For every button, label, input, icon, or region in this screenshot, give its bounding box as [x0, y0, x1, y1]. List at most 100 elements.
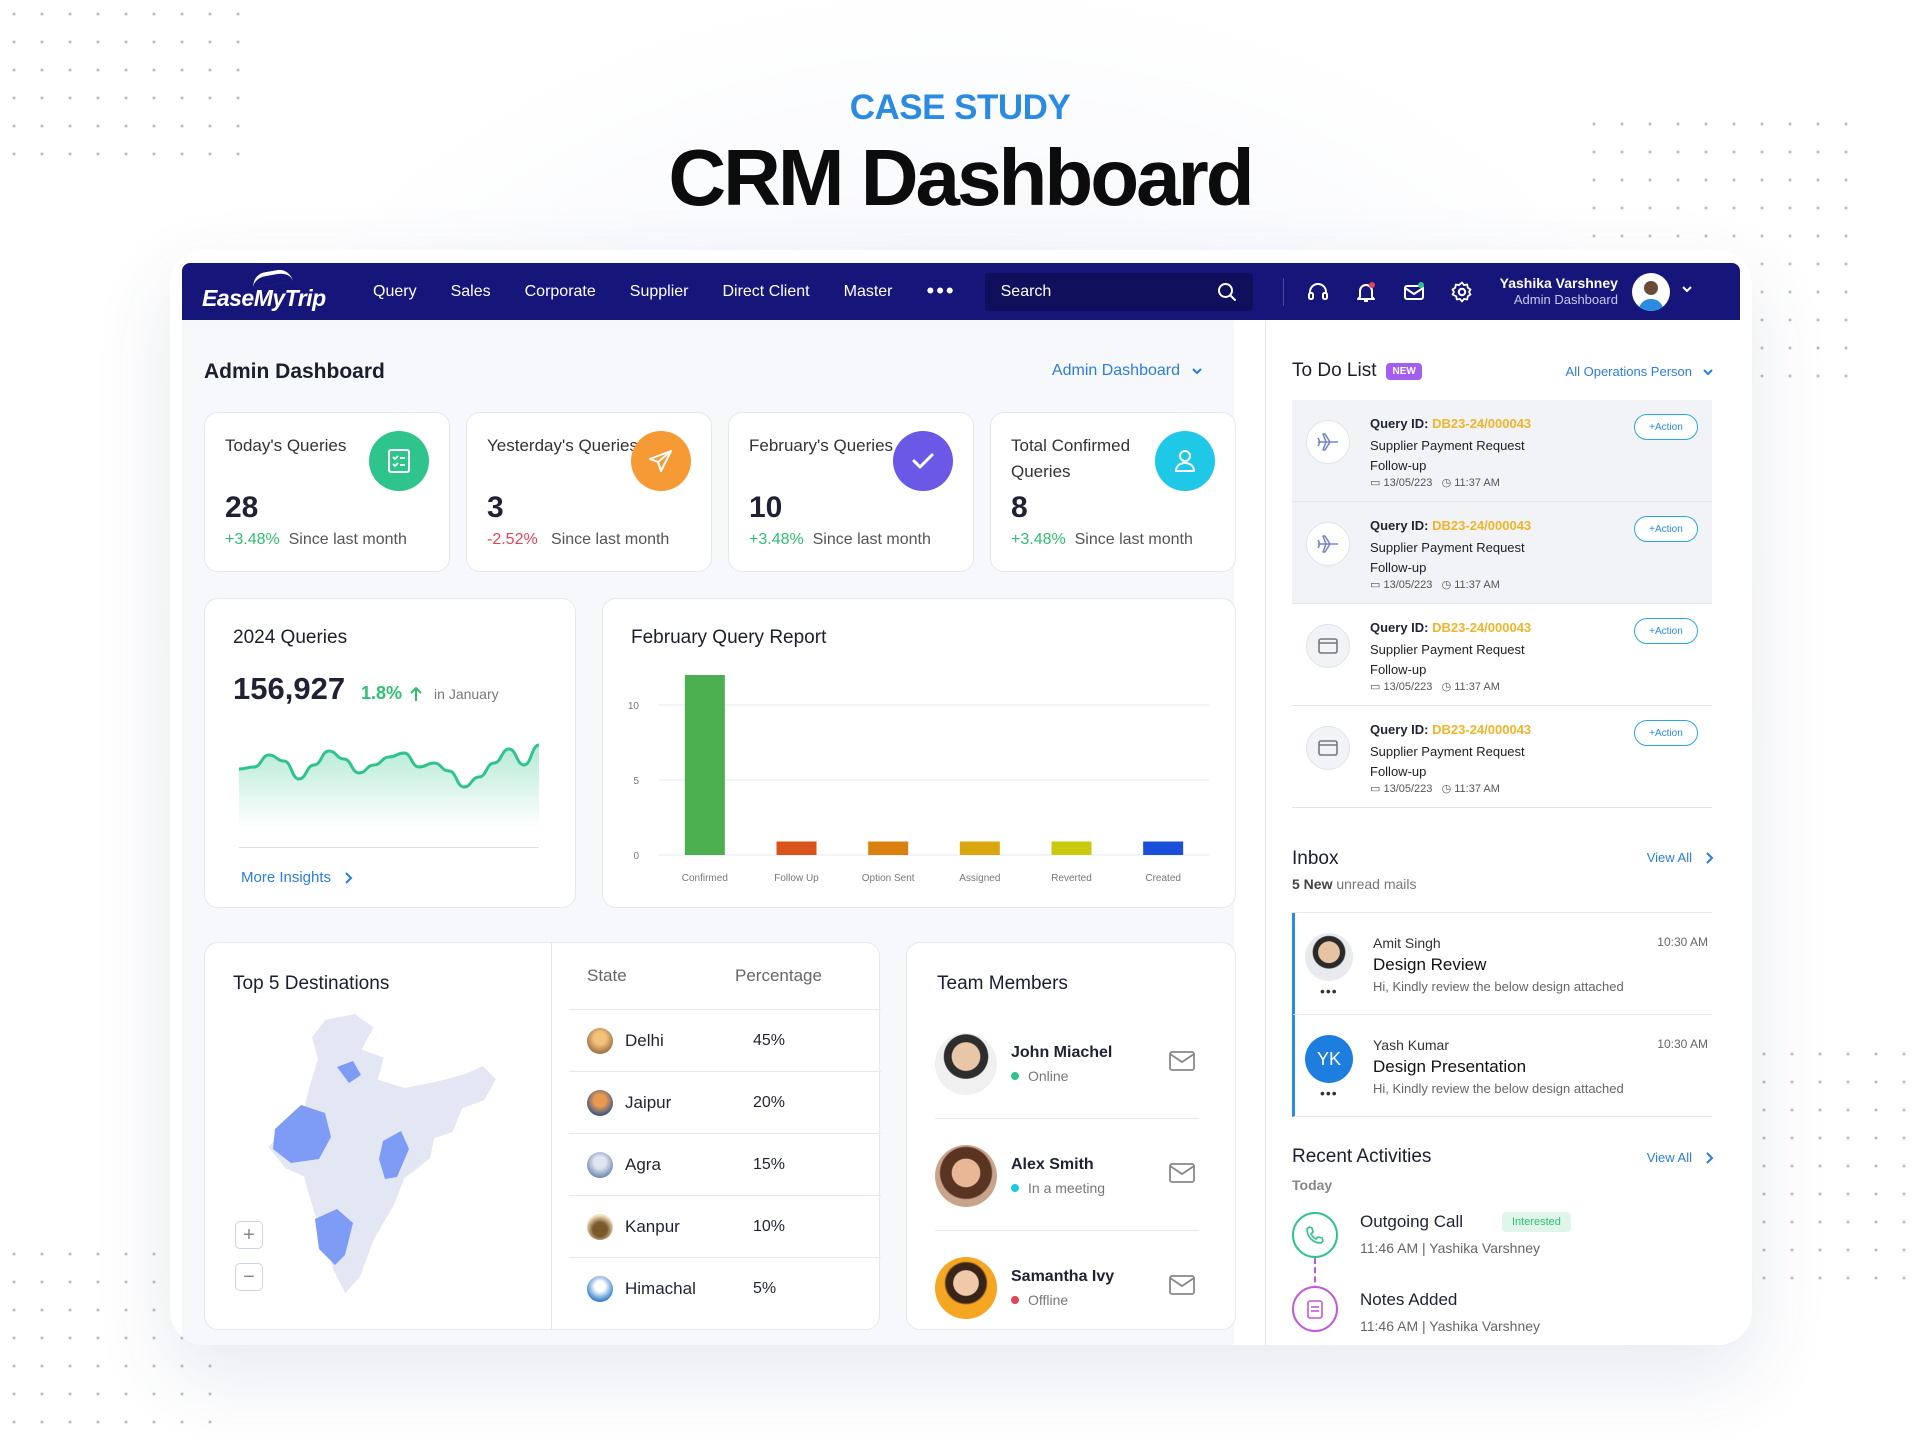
inbox-view-all[interactable]: View All [1647, 850, 1714, 865]
avatar [935, 1144, 997, 1207]
more-menu-icon[interactable]: ••• [926, 277, 956, 303]
headset-icon[interactable] [1294, 272, 1342, 312]
inbox-new-text: unread mails [1336, 876, 1417, 892]
easemytrip-logo[interactable]: EaseMyTrip [202, 267, 332, 313]
top-navbar: EaseMyTrip Query Sales Corporate Supplie… [182, 263, 1740, 320]
table-row[interactable]: Agra 15% [569, 1133, 881, 1195]
check-icon [893, 431, 953, 491]
nav-item-master[interactable]: Master [843, 282, 893, 300]
y-tick-label: 0 [633, 851, 639, 862]
todo-item[interactable]: Query ID: DB23-24/000043 Supplier Paymen… [1292, 706, 1712, 808]
todo-time: 11:37 AM [1454, 579, 1500, 591]
stat-change: +3.48% [225, 531, 280, 548]
hero-heading: CASE STUDY CRM Dashboard [0, 88, 1920, 224]
zoom-out-button[interactable]: − [235, 1263, 263, 1291]
kanpur-icon [587, 1213, 613, 1240]
todo-query: Query ID: DB23-24/000043 [1370, 416, 1531, 431]
view-all-label: View All [1646, 1150, 1692, 1165]
mail-icon[interactable] [1169, 1275, 1195, 1295]
nav-item-query[interactable]: Query [373, 282, 417, 300]
mail-icon[interactable] [1169, 1163, 1195, 1183]
query-id: DB23-24/000043 [1432, 416, 1532, 431]
chevron-down-icon[interactable] [1680, 282, 1694, 301]
query-id: DB23-24/000043 [1432, 722, 1532, 737]
operations-filter[interactable]: All Operations Person [1566, 364, 1714, 379]
checklist-icon [369, 431, 429, 491]
avatar [935, 1032, 997, 1095]
user-name: Yashika Varshney [1499, 274, 1618, 291]
action-button[interactable]: +Action [1634, 618, 1698, 644]
todo-desc: Supplier Payment Request Follow-up [1370, 538, 1525, 578]
todo-item[interactable]: Query ID: DB23-24/000043 Supplier Paymen… [1292, 604, 1712, 706]
activity-meta: 11:46 AM | Yashika Varshney [1360, 1318, 1541, 1334]
mail-icon[interactable] [1169, 1051, 1195, 1071]
more-options-icon[interactable]: ••• [1320, 983, 1338, 999]
page-title: Admin Dashboard [204, 360, 385, 383]
activity-item[interactable]: Outgoing Call Interested 11:46 AM | Yash… [1292, 1208, 1712, 1268]
stat-card-february[interactable]: February's Queries 10 +3.48% Since last … [728, 412, 974, 572]
dot-pattern-top-left [0, 0, 260, 180]
todo-item[interactable]: Query ID: DB23-24/000043 Supplier Paymen… [1292, 400, 1712, 502]
query-id: DB23-24/000043 [1432, 620, 1532, 635]
window-icon [1306, 726, 1350, 770]
more-options-icon[interactable]: ••• [1320, 1085, 1338, 1101]
hero-title: CRM Dashboard [668, 133, 1254, 222]
table-row[interactable]: Himachal 5% [569, 1257, 881, 1319]
bar [776, 841, 817, 855]
queries-total: 156,927 [233, 671, 346, 706]
nav-item-direct-client[interactable]: Direct Client [722, 282, 810, 300]
notes-icon [1292, 1286, 1338, 1332]
state-percentage: 45% [753, 1031, 786, 1049]
table-row[interactable]: Jaipur 20% [569, 1071, 881, 1133]
mail-time: 10:30 AM [1657, 1037, 1708, 1051]
search-input[interactable] [1000, 282, 1201, 301]
queries-sparkline [239, 743, 539, 829]
stat-since: Since last month [288, 531, 407, 548]
stat-value: 8 [1011, 491, 1028, 524]
february-query-bar-chart: 0 5 10 Confirmed Follow Up Option Sent Assigne… [628, 675, 1209, 884]
todo-date: 13/05/223 [1383, 783, 1433, 795]
mail-item[interactable]: YK ••• Yash Kumar Design Presentation Hi… [1292, 1015, 1712, 1117]
table-row[interactable]: Kanpur 10% [569, 1195, 881, 1257]
bell-icon[interactable] [1342, 272, 1390, 312]
table-row[interactable]: Delhi 45% [569, 1009, 881, 1071]
right-panel: To Do List NEW All Operations Person Que… [1266, 320, 1740, 1345]
more-insights-link[interactable]: More Insights [241, 869, 353, 886]
x-tick-label: Created [1145, 873, 1181, 884]
todo-item[interactable]: Query ID: DB23-24/000043 Supplier Paymen… [1292, 502, 1712, 604]
action-button[interactable]: +Action [1634, 414, 1698, 440]
search-icon[interactable] [1217, 282, 1237, 302]
activities-day: Today [1292, 1177, 1333, 1193]
action-button[interactable]: +Action [1634, 516, 1698, 542]
y-tick-label: 5 [633, 776, 639, 787]
stat-card-total-confirmed[interactable]: Total Confirmed Queries 8 +3.48% Since l… [990, 412, 1236, 572]
stat-card-today[interactable]: Today's Queries 28 +3.48% Since last mon… [204, 412, 450, 572]
mail-preview: Hi, Kindly review the below design attac… [1373, 979, 1624, 994]
activities-view-all[interactable]: View All [1647, 1150, 1714, 1165]
user-info[interactable]: Yashika Varshney Admin Dashboard [1500, 275, 1618, 309]
team-member[interactable]: Samantha Ivy Offline [935, 1233, 1199, 1343]
nav-item-sales[interactable]: Sales [450, 282, 491, 300]
mail-icon[interactable] [1390, 272, 1438, 312]
y-tick-label: 10 [628, 701, 640, 712]
dashboard-dropdown[interactable]: Admin Dashboard [1052, 362, 1204, 380]
activity-item[interactable]: Notes Added 11:46 AM | Yashika Varshney [1292, 1286, 1712, 1345]
activity-timeline-line [1314, 1258, 1316, 1310]
queries-2024-card: 2024 Queries 156,927 1.8% in January Mor… [204, 598, 576, 908]
user-avatar[interactable] [1631, 272, 1670, 311]
stat-card-yesterday[interactable]: Yesterday's Queries 3 -2.52% Since last … [466, 412, 712, 572]
nav-item-corporate[interactable]: Corporate [524, 282, 596, 300]
team-member[interactable]: John Miachel Online [935, 1009, 1199, 1119]
nav-item-supplier[interactable]: Supplier [629, 282, 689, 300]
gear-icon[interactable] [1438, 272, 1486, 312]
member-name: John Miachel [1011, 1043, 1113, 1061]
state-name: Jaipur [625, 1092, 672, 1112]
team-member[interactable]: Alex Smith In a meeting [935, 1121, 1199, 1231]
mail-preview: Hi, Kindly review the below design attac… [1373, 1081, 1624, 1096]
todo-datetime: ▭ 13/05/223 ◷ 11:37 AM [1370, 476, 1500, 489]
mail-from: Yash Kumar [1373, 1037, 1449, 1053]
mail-item[interactable]: ••• Amit Singh Design Review Hi, Kindly … [1292, 913, 1712, 1015]
action-button[interactable]: +Action [1634, 720, 1698, 746]
stat-change: +3.48% [749, 531, 804, 548]
zoom-in-button[interactable]: + [235, 1221, 263, 1249]
